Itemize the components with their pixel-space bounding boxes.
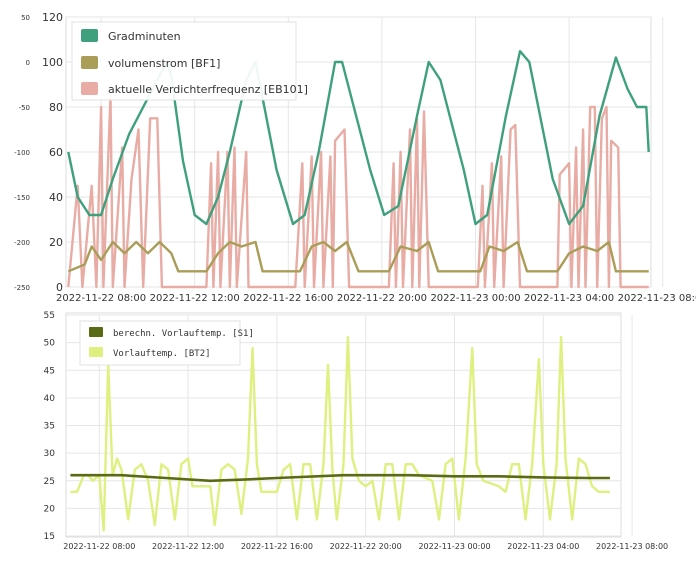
c1-ytick-left-5: -200 <box>14 239 30 247</box>
c1-ytick-left-2: -50 <box>19 104 30 112</box>
c1-xtick-5: 2022-11-23 04:00 <box>524 293 614 304</box>
c1-ytick-right-1: 100 <box>42 56 63 69</box>
c1-xtick-4: 2022-11-23 00:00 <box>430 293 520 304</box>
c2-xtick-1: 2022-11-22 12:00 <box>152 542 224 551</box>
legend-swatch-volumenstrom <box>81 56 98 69</box>
c2-ytick-7: 20 <box>44 504 56 514</box>
c1-ytick-left-3: -100 <box>14 149 30 157</box>
chart-2-series <box>70 335 610 532</box>
chart-1-legend-box <box>71 21 297 101</box>
c2-ytick-3: 40 <box>44 394 56 404</box>
c2-xtick-5: 2022-11-23 04:00 <box>507 542 579 551</box>
c1-xtick-1: 2022-11-22 12:00 <box>150 293 240 304</box>
chart-1-ticks: 120 100 80 60 40 20 0 50 0 -50 -100 -150 -200 -250 202… <box>14 11 696 304</box>
series-line-berechn-vorlauftemp-s1 <box>70 473 610 483</box>
c1-ytick-right-3: 60 <box>49 146 63 159</box>
legend-swatch-berechn-vorlauftemp <box>89 327 103 337</box>
chart-2-ticks: 55 50 45 40 35 30 25 20 15 2022-11-22 08:00 2022-1… <box>44 311 669 551</box>
series-line-aktuelle-verdichterfrequenz-eb101 <box>67 94 649 289</box>
legend-swatch-vorlauftemp <box>89 347 103 357</box>
c2-ytick-6: 25 <box>44 477 55 487</box>
c1-ytick-right-5: 20 <box>49 236 63 249</box>
c1-ytick-left-1: 0 <box>26 59 30 67</box>
c2-xtick-6: 2022-11-23 08:00 <box>596 542 668 551</box>
legend-label-berechn-vorlauftemp: berechn. Vorlauftemp. [S1] <box>113 329 254 339</box>
legend-label-vorlauftemp: Vorlauftemp. [BT2] <box>113 349 211 359</box>
legend-label-volumenstrom: volumenstrom [BF1] <box>108 57 220 70</box>
c2-xtick-3: 2022-11-22 20:00 <box>330 542 402 551</box>
c1-ytick-right-6: 0 <box>56 281 63 294</box>
c2-ytick-5: 30 <box>44 449 56 459</box>
c1-xtick-2: 2022-11-22 16:00 <box>243 293 333 304</box>
c2-xtick-2: 2022-11-22 16:00 <box>241 542 313 551</box>
legend-swatch-gradminuten <box>81 29 98 42</box>
c2-ytick-2: 45 <box>44 366 55 376</box>
c1-xtick-6: 2022-11-23 08:00 <box>618 293 696 304</box>
chart-2: 55 50 45 40 35 30 25 20 15 2022-11-22 08:00 2022-1… <box>44 311 669 551</box>
legend-label-verdichterfrequenz: aktuelle Verdichterfrequenz [EB101] <box>108 83 308 96</box>
c1-xtick-0: 2022-11-22 08:00 <box>56 293 146 304</box>
c1-ytick-left-0: 50 <box>21 14 30 22</box>
series-line-vorlauftemp-bt2 <box>70 335 610 532</box>
c2-xtick-4: 2022-11-23 00:00 <box>418 542 490 551</box>
c1-ytick-right-4: 40 <box>49 191 63 204</box>
c2-ytick-8: 15 <box>44 532 55 542</box>
c2-ytick-1: 50 <box>44 339 56 349</box>
c1-ytick-right-0: 120 <box>42 11 63 24</box>
chart-1-legend: Gradminuten volumenstrom [BF1] aktuelle … <box>71 21 308 101</box>
chart-2-legend: berechn. Vorlauftemp. [S1] Vorlauftemp. … <box>79 320 254 366</box>
c2-xtick-0: 2022-11-22 08:00 <box>63 542 135 551</box>
chart-1: 120 100 80 60 40 20 0 50 0 -50 -100 -150 -200 -250 202… <box>14 11 696 304</box>
series-line-volumenstrom-bf1 <box>67 240 649 273</box>
c1-ytick-right-2: 80 <box>49 101 63 114</box>
c1-xtick-3: 2022-11-22 20:00 <box>337 293 427 304</box>
legend-swatch-verdichterfrequenz <box>81 82 98 95</box>
c2-ytick-0: 55 <box>44 311 55 321</box>
legend-label-gradminuten: Gradminuten <box>108 30 181 43</box>
c1-ytick-left-6: -250 <box>14 284 30 292</box>
chart-2-legend-box <box>79 320 241 366</box>
c1-ytick-left-4: -150 <box>14 194 30 202</box>
c2-ytick-4: 35 <box>44 422 55 432</box>
